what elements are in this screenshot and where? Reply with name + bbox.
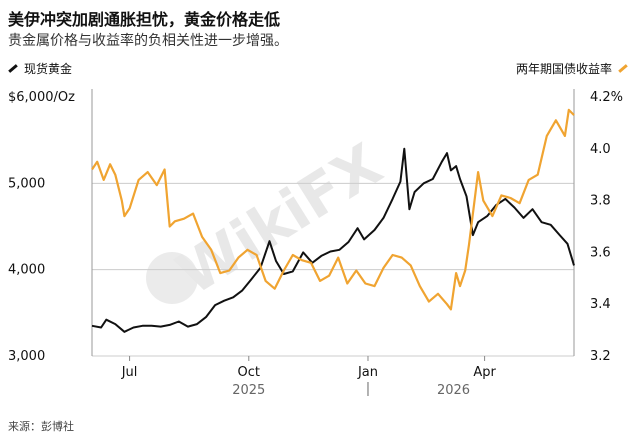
x-tick-label: Jan	[357, 365, 378, 380]
y-right-tick-label: 3.8	[590, 194, 611, 209]
gold-price-line	[91, 147, 575, 333]
y-left-top-label: $6,000/Oz	[8, 90, 75, 105]
x-year-label: 2026	[437, 383, 470, 398]
y-right-tick-label: 3.4	[590, 297, 611, 312]
y-right-tick-label: 3.2	[590, 349, 611, 364]
x-tick-label: Oct	[238, 365, 260, 380]
chart-title: 美伊冲突加剧通胀担忧，黄金价格走低	[8, 10, 281, 29]
x-year-label: 2025	[232, 383, 265, 398]
y-left-tick-label: 4,000	[8, 263, 45, 278]
chart-subtitle: 贵金属价格与收益率的负相关性进一步增强。	[8, 33, 288, 49]
watermark-logo-circle	[146, 252, 198, 304]
legend-yield: 两年期国债收益率	[516, 60, 628, 77]
legend-gold: 现货黄金	[8, 60, 72, 77]
legend-gold-label: 现货黄金	[24, 62, 73, 76]
y-left-tick-label: 3,000	[8, 349, 45, 364]
x-tick-label: Jul	[121, 365, 138, 380]
x-tick-label: Apr	[473, 365, 496, 380]
y-right-tick-label: 3.6	[590, 245, 611, 260]
y-right-top-label: 4.2%	[590, 90, 623, 105]
source-note: 来源：彭博社	[8, 420, 74, 433]
y-right-tick-label: 4.0	[590, 142, 611, 157]
legend-yield-label: 两年期国债收益率	[515, 62, 612, 76]
y-left-tick-label: 5,000	[8, 176, 45, 191]
treasury-yield-line	[91, 108, 575, 311]
